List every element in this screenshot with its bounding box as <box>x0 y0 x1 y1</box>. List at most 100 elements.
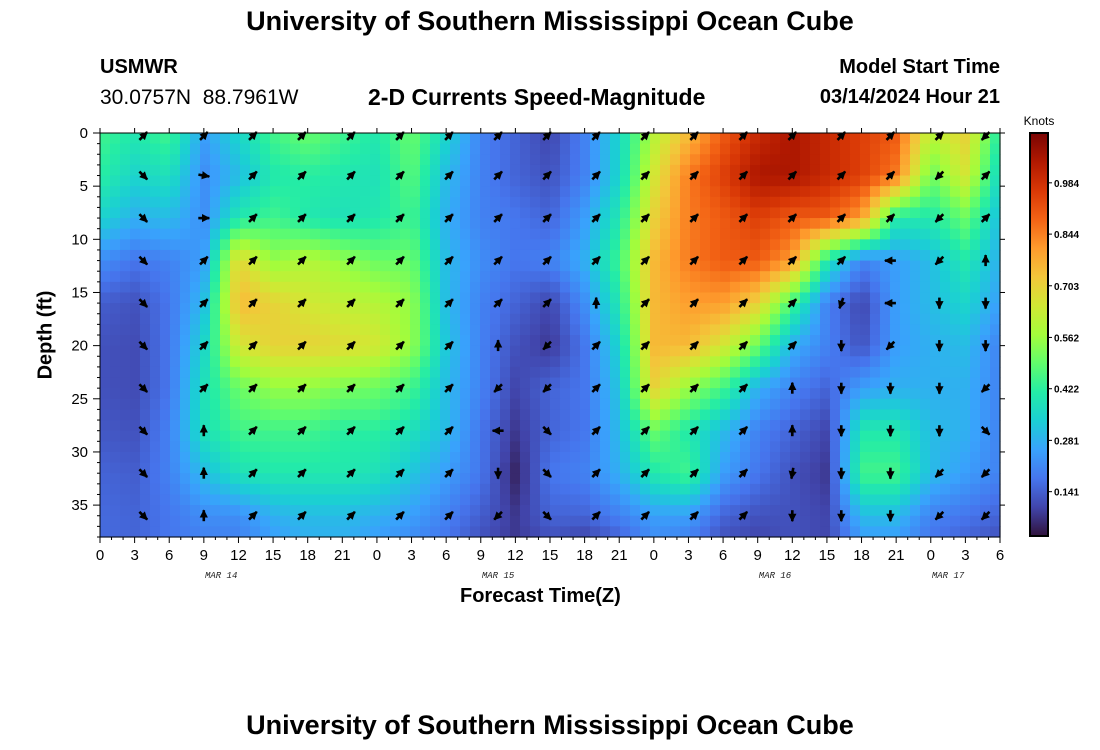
heatmap-cell <box>650 515 661 527</box>
heatmap-cell <box>740 345 751 357</box>
heatmap-cell <box>410 228 421 240</box>
heatmap-cell <box>610 143 621 155</box>
heatmap-cell <box>190 303 201 315</box>
x-tick-label: 12 <box>230 547 247 564</box>
heatmap-cell <box>700 420 711 432</box>
heatmap-cell <box>350 175 361 187</box>
heatmap-cell <box>730 260 741 272</box>
heatmap-cell <box>990 515 1001 527</box>
heatmap-cell <box>560 451 571 464</box>
current-vector-arrow <box>297 340 307 351</box>
heatmap-cell <box>770 388 781 400</box>
heatmap-cell <box>550 441 561 453</box>
heatmap-cell <box>160 483 171 496</box>
heatmap-cell <box>480 154 491 166</box>
heatmap-cell <box>760 377 771 389</box>
heatmap-cell <box>340 313 351 325</box>
heatmap-cell <box>420 494 431 506</box>
heatmap-cell <box>390 505 401 517</box>
heatmap-cell <box>620 260 631 272</box>
heatmap-cell <box>960 175 971 187</box>
heatmap-cell <box>810 164 821 177</box>
heatmap-cell <box>600 409 611 421</box>
heatmap-cell <box>360 409 371 421</box>
heatmap-cell <box>260 494 271 506</box>
heatmap-cell <box>440 356 451 368</box>
heatmap-cell <box>710 483 721 496</box>
current-vector-arrow <box>934 170 945 181</box>
heatmap-cell <box>500 207 511 219</box>
heatmap-cell <box>420 366 431 379</box>
heatmap-cell <box>960 451 971 464</box>
current-vector-arrow <box>395 510 405 521</box>
heatmap-cell <box>380 228 391 240</box>
heatmap-cell <box>860 441 871 453</box>
heatmap-cell <box>750 451 761 464</box>
heatmap-cell <box>670 398 681 411</box>
heatmap-cell <box>380 441 391 453</box>
heatmap-cell <box>970 218 981 230</box>
heatmap-cell <box>290 133 301 145</box>
heatmap-cell <box>470 175 481 187</box>
heatmap-cell <box>720 303 731 315</box>
heatmap-cell <box>930 292 941 304</box>
heatmap-cell <box>920 526 931 538</box>
heatmap-cell <box>900 324 911 336</box>
y-tick-label: 0 <box>80 125 88 142</box>
heatmap-cell <box>780 451 791 464</box>
heatmap-cell <box>690 271 701 283</box>
heatmap-cell <box>770 335 781 347</box>
current-vector-arrow <box>198 171 211 180</box>
heatmap-cell <box>630 281 641 294</box>
heatmap-cell <box>500 483 511 496</box>
heatmap-cell <box>610 260 621 272</box>
heatmap-cell <box>550 218 561 230</box>
heatmap-cell <box>390 154 401 166</box>
heatmap-cell <box>180 186 191 198</box>
heatmap-cell <box>750 133 761 145</box>
heatmap-cell <box>450 420 461 432</box>
heatmap-cell <box>300 154 311 166</box>
heatmap-cell <box>180 313 191 325</box>
heatmap-cell <box>260 313 271 325</box>
heatmap-cell <box>260 143 271 155</box>
heatmap-cell <box>600 483 611 496</box>
current-vector-arrow <box>980 170 991 181</box>
current-vector-arrow <box>934 468 945 479</box>
heatmap-cell <box>810 207 821 219</box>
heatmap-cell <box>660 462 671 474</box>
heatmap-cell <box>370 505 381 517</box>
heatmap-cell <box>740 324 751 336</box>
heatmap-cell <box>880 143 891 155</box>
heatmap-cell <box>550 186 561 198</box>
heatmap-cell <box>190 228 201 240</box>
heatmap-cell <box>340 409 351 421</box>
heatmap-cell <box>810 196 821 209</box>
current-vector-arrow <box>346 213 356 223</box>
heatmap-cell <box>970 366 981 379</box>
heatmap-cell <box>340 377 351 389</box>
heatmap-cell <box>440 154 451 166</box>
heatmap-cell <box>610 281 621 294</box>
heatmap-cell <box>320 292 331 304</box>
heatmap-cell <box>440 420 451 432</box>
heatmap-cell <box>500 164 511 177</box>
heatmap-cell <box>910 398 921 411</box>
heatmap-cell <box>440 228 451 240</box>
heatmap-cell <box>960 377 971 389</box>
heatmap-cell <box>180 505 191 517</box>
heatmap-cell <box>480 143 491 155</box>
heatmap-cell <box>280 473 291 485</box>
heatmap-cell <box>830 313 841 325</box>
heatmap-cell <box>470 249 481 262</box>
heatmap-cell <box>350 164 361 177</box>
heatmap-cell <box>270 175 281 187</box>
heatmap-cell <box>180 483 191 496</box>
heatmap-cell <box>260 292 271 304</box>
current-vector-arrow <box>297 213 307 223</box>
heatmap-cell <box>140 398 151 411</box>
heatmap-cell <box>430 398 441 411</box>
heatmap-cell <box>170 207 181 219</box>
heatmap-cell <box>490 388 501 400</box>
heatmap-cell <box>640 345 651 357</box>
